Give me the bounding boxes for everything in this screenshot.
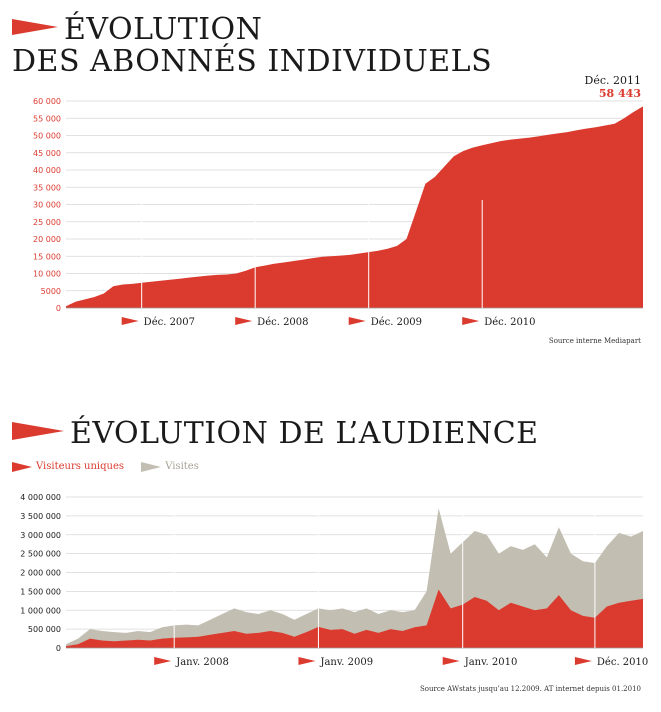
- period-flag-icon: [154, 657, 172, 665]
- legend-flag-icon: [12, 461, 32, 472]
- chart1-y-tick-label: 25 000: [33, 218, 61, 227]
- chart1-y-tick-label: 10 000: [33, 270, 61, 279]
- chart2-source: Source AWstats jusqu’au 12.2009. AT inte…: [419, 685, 641, 693]
- chart1-y-tick-label: 20 000: [33, 235, 61, 244]
- chart2-y-tick-label: 2 500 000: [20, 550, 61, 559]
- chart1-last-value-label: Déc. 2011 58 443: [585, 74, 641, 100]
- chart2-y-tick-label: 0: [56, 644, 61, 653]
- chart2-y-tick-label: 4 000 000: [20, 493, 61, 502]
- chart1-y-tick-label: 5000: [41, 287, 61, 296]
- chart2-legend: Visiteurs uniques Visites: [12, 461, 213, 472]
- period-flag-icon: [121, 317, 139, 325]
- chart1-x-period-label: Déc. 2009: [371, 317, 422, 328]
- chart1-title-line1: ÉVOLUTION: [12, 14, 492, 46]
- chart1-y-tick-label: 40 000: [33, 166, 61, 175]
- chart2-y-tick-label: 1 500 000: [20, 587, 61, 596]
- legend-label-unique: Visiteurs uniques: [36, 461, 125, 472]
- chart1-y-tick-label: 45 000: [33, 149, 61, 158]
- chart2-y-tick-label: 3 000 000: [20, 531, 61, 540]
- chart2-y-tick-label: 500 000: [28, 625, 61, 634]
- chart1-x-period-label: Déc. 2010: [484, 317, 535, 328]
- legend-item-unique: Visiteurs uniques: [12, 461, 124, 472]
- chart2-y-tick-label: 3 500 000: [20, 512, 61, 521]
- chart1-y-tick-label: 50 000: [33, 132, 61, 141]
- chart1-y-tick-label: 0: [56, 304, 61, 313]
- chart1-title-line2: DES ABONNÉS INDIVIDUELS: [12, 44, 493, 79]
- chart1-title-text1: ÉVOLUTION: [64, 12, 263, 47]
- chart1-y-tick-label: 60 000: [33, 97, 61, 106]
- legend-item-visits: Visites: [141, 461, 199, 472]
- period-flag-icon: [442, 657, 460, 665]
- title-flag-icon: [12, 422, 64, 440]
- legend-flag-icon: [141, 461, 162, 472]
- legend-label-visits: Visites: [165, 461, 199, 472]
- chart1-y-tick-label: 55 000: [33, 114, 61, 123]
- period-flag-icon: [298, 657, 316, 665]
- chart1-title: ÉVOLUTION DES ABONNÉS INDIVIDUELS: [12, 14, 492, 78]
- title-flag-icon: [12, 19, 58, 35]
- chart2-x-period-label: Janv. 2010: [464, 657, 518, 668]
- period-flag-icon: [348, 317, 366, 325]
- chart1-series-area-0: [66, 106, 643, 309]
- chart1-last-date: Déc. 2011: [584, 74, 641, 87]
- chart1-last-value: 58 443: [598, 87, 641, 100]
- chart1-x-period-label: Déc. 2007: [144, 317, 195, 328]
- chart2-x-period-label: Janv. 2008: [175, 657, 229, 668]
- period-flag-icon: [462, 317, 480, 325]
- chart1-source: Source interne Mediapart: [548, 337, 641, 345]
- period-flag-icon: [235, 317, 253, 325]
- chart2-title-line: ÉVOLUTION DE L’AUDIENCE: [12, 418, 539, 450]
- chart2-x-period-label: Déc. 2010: [597, 657, 648, 668]
- chart2-y-tick-label: 2 000 000: [20, 569, 61, 578]
- chart2-title-text: ÉVOLUTION DE L’AUDIENCE: [70, 416, 539, 451]
- chart2-title: ÉVOLUTION DE L’AUDIENCE: [12, 418, 539, 450]
- chart1-y-tick-label: 15 000: [33, 252, 61, 261]
- chart1-y-tick-label: 30 000: [33, 201, 61, 210]
- chart1-x-period-label: Déc. 2008: [257, 317, 308, 328]
- chart2-x-period-label: Janv. 2009: [319, 657, 373, 668]
- period-flag-icon: [574, 657, 592, 665]
- chart1-y-tick-label: 35 000: [33, 183, 61, 192]
- chart2-y-tick-label: 1 000 000: [20, 606, 61, 615]
- chart2-series-area-1: [66, 589, 643, 648]
